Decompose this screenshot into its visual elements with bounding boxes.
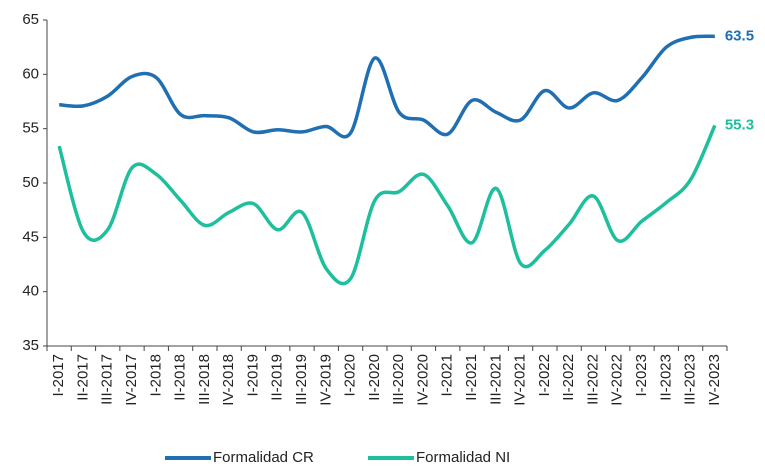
x-tick-label: II-2022 [560,354,577,401]
x-tick-label: I-2021 [439,354,456,397]
x-tick-label: IV-2023 [706,354,723,406]
x-tick-label: II-2019 [269,354,286,401]
x-tick-label: I-2019 [244,354,261,397]
x-tick-label: IV-2017 [123,354,140,406]
y-tick-label: 40 [22,283,39,300]
x-tick-label: II-2018 [172,354,189,401]
line [59,34,715,139]
x-tick-label: I-2022 [536,354,553,397]
y-tick-label: 60 [22,65,39,82]
end-label: 63.5 [725,27,754,44]
x-tick-label: III-2017 [99,354,116,405]
x-tick-label: I-2020 [342,354,359,397]
y-tick-label: 65 [22,11,39,28]
x-tick-label: II-2021 [463,354,480,401]
end-label: 55.3 [725,116,754,133]
x-tick-label: IV-2018 [220,354,237,406]
x-tick-label: IV-2022 [609,354,626,406]
x-tick-label: I-2018 [147,354,164,397]
y-tick-label: 45 [22,228,39,245]
x-tick-label: IV-2020 [414,354,431,406]
x-tick-label: II-2023 [657,354,674,401]
legend-label: Formalidad CR [213,449,314,466]
x-tick-label: IV-2019 [317,354,334,406]
y-tick-label: 55 [22,120,39,137]
y-tick-label: 35 [22,337,39,354]
legend-label: Formalidad NI [416,449,510,466]
x-tick-label: III-2018 [196,354,213,405]
y-tick-label: 50 [22,174,39,191]
x-tick-label: III-2023 [682,354,699,405]
x-tick-label: II-2017 [74,354,91,401]
x-tick-label: I-2017 [50,354,67,397]
x-tick-label: IV-2021 [512,354,529,406]
x-tick-label: II-2020 [366,354,383,401]
x-tick-label: III-2019 [293,354,310,405]
line [57,124,717,286]
x-tick-label: III-2020 [390,354,407,405]
x-tick-label: III-2022 [584,354,601,405]
x-tick-label: III-2021 [487,354,504,405]
x-tick-label: I-2023 [633,354,650,397]
